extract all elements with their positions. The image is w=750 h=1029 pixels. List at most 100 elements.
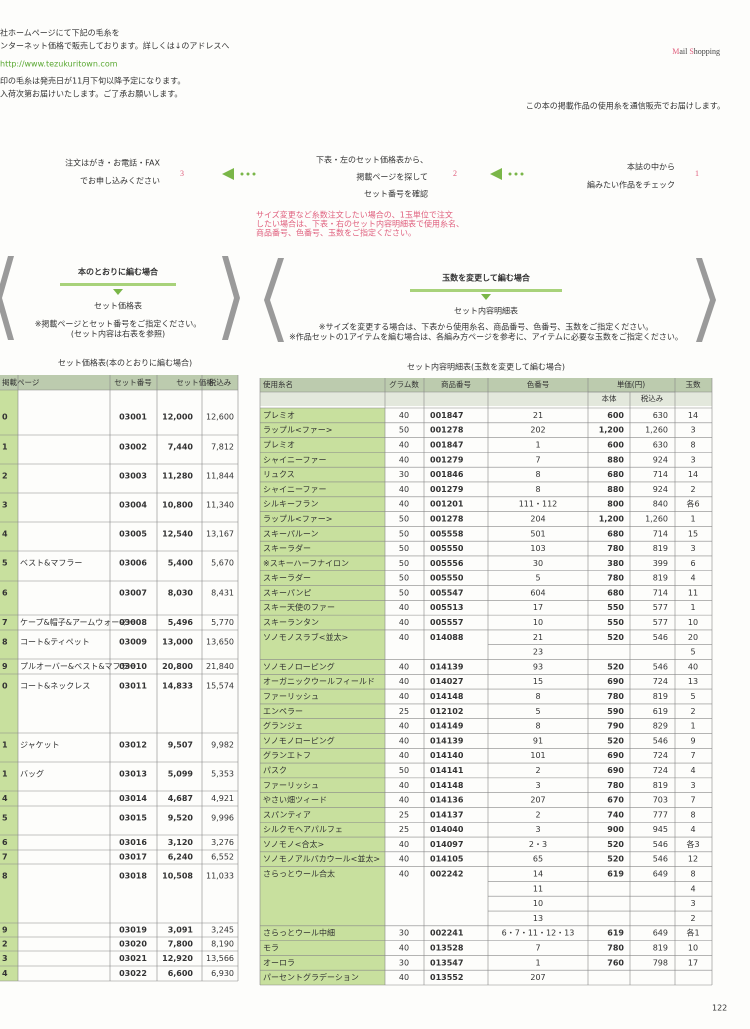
grams-cell: 30 [399,929,409,938]
tax-cell: 8,190 [211,940,234,949]
price-cell: 590 [607,707,624,716]
step-text: でお申し込みください [80,176,160,186]
grams-cell: 40 [399,500,409,509]
grams-cell: 40 [399,722,409,731]
table-title: セット価格表(本のとおりに編む場合) [58,358,192,368]
set-cell: 03020 [119,940,147,949]
set-cell: 03015 [119,814,147,823]
step-text: 注文はがき・お電話・FAX [65,158,160,168]
code-cell: 001847 [430,411,463,420]
tax-cell: 945 [653,825,668,834]
intro-line: 入荷次第お届けいたします。ご了承お願いします。 [0,89,182,99]
name-cell: ソノモノ<合太> [263,839,324,849]
grams-cell: 25 [399,825,409,834]
grams-cell: 40 [399,485,409,494]
qty-cell: 3 [690,544,695,553]
header-cell: 税込み [209,377,232,387]
steps: 注文はがき・お電話・FAX でお申し込みください 3 下表・左のセット価格表から… [65,155,699,199]
price-cell: 880 [607,485,624,494]
name-cell: さらっとウール中細 [263,928,335,938]
tax-cell: 3,276 [211,838,234,847]
price-cell: 619 [607,870,624,879]
code-cell: 013547 [430,958,463,967]
code-cell: 012102 [430,707,463,716]
tax-cell: 819 [653,692,668,701]
price-cell: 8,030 [168,589,194,598]
set-cell: 03006 [119,559,147,568]
tax-cell: 546 [653,736,668,745]
tax-cell: 649 [653,870,668,879]
grams-cell: 25 [399,810,409,819]
color-cell: 501 [530,529,545,538]
item-cell: コート&ネックレス [20,682,90,691]
qty-cell: 4 [690,825,695,834]
qty-cell: 10 [688,944,698,953]
name-cell: ソノモノアルパカウール<並太> [263,854,380,864]
qty-cell: 8 [690,810,695,819]
price-cell: 600 [607,411,624,420]
tax-cell: 714 [653,470,668,479]
price-cell: 780 [607,781,624,790]
color-cell: 1 [535,440,540,449]
tax-cell: 7,812 [211,443,234,452]
color-cell: 10 [533,618,543,627]
header-cell: 使用糸名 [263,379,293,389]
color-cell: 10 [533,899,543,908]
header-cell: 単価(円) [617,379,645,389]
tax-cell: 15,574 [206,682,234,691]
page-number: 122 [712,1004,727,1013]
name-col [260,408,385,985]
name-cell: ソノモノローピング [263,661,335,671]
code-cell: 014136 [430,796,464,805]
name-cell: グランエトフ [263,750,311,760]
set-cell: 03014 [119,794,147,803]
code-cell: 014137 [430,810,463,819]
price-cell: 14,833 [162,682,193,691]
qty-cell: 8 [690,440,695,449]
tax-cell: 399 [653,559,668,568]
header-cell: セット価格 [176,377,214,387]
item-cell: ケープ&帽子&アームウォーマー [20,617,135,627]
page-cell: 2 [2,940,8,949]
code-cell: 001278 [430,426,464,435]
header-cell: グラム数 [389,379,419,389]
page-cell: 5 [2,559,8,568]
set-cell: 03002 [119,443,147,452]
grams-cell: 40 [399,662,409,671]
color-cell: 13 [533,914,543,923]
name-cell: やさい畑ツィード [263,796,327,805]
tax-cell: 630 [653,411,668,420]
price-cell: 550 [607,618,624,627]
name-cell: ソノモノスラブ<並太> [263,632,348,642]
step-text: セット番号を確認 [364,189,428,199]
page-cell: 6 [2,589,8,598]
set-cell: 03001 [119,413,147,422]
qty-cell: 3 [690,426,695,435]
box-note: (セット内容は右表を参照) [71,329,165,339]
color-cell: 207 [530,796,545,805]
subheader-cell: 税込み [641,393,664,403]
tax-cell: 11,340 [206,501,234,510]
header-cell: 色番号 [527,379,550,389]
name-cell: スパンティア [263,810,311,819]
qty-cell: 8 [690,870,695,879]
tax-cell: 546 [653,633,668,642]
name-cell: シルキーフラン [263,500,319,509]
underline [410,289,562,292]
grams-cell: 40 [399,796,409,805]
name-cell: オーロラ [263,958,295,967]
price-cell: 520 [607,736,624,745]
color-cell: 30 [533,559,543,568]
name-cell: シャイニーファー [263,485,327,494]
price-cell: 740 [607,810,624,819]
name-cell: プレミオ [263,440,295,449]
color-cell: 2 [535,810,540,819]
intro-line: 社ホームページにて下記の毛糸を [0,28,120,38]
name-cell: ※スキーハーフナイロン [263,559,349,568]
page-cell: 7 [2,618,8,627]
set-cell: 03018 [119,872,147,881]
code-cell: 014141 [430,766,464,775]
grams-cell: 50 [399,574,409,583]
subtitle: この本の掲載作品の使用糸を通信販売でお届けします。 [526,101,725,111]
